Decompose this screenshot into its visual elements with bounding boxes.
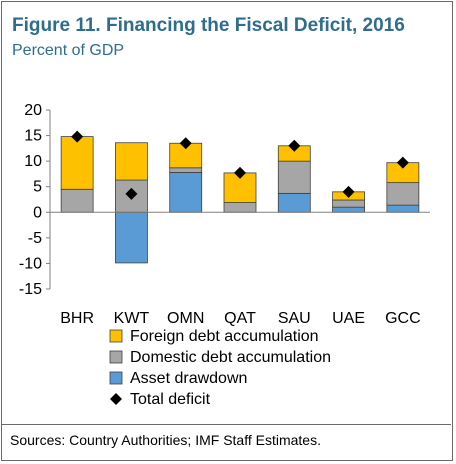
x-tick-label: QAT — [224, 310, 256, 327]
bar-asset-kwt — [115, 211, 148, 264]
y-tick-label: -5 — [28, 230, 42, 247]
total-deficit-marker-uae — [342, 185, 355, 198]
legend-label-foreign: Foreign debt accumulation — [130, 328, 319, 345]
bar-domestic-gcc — [386, 182, 420, 206]
total-deficit-marker-kwt — [125, 187, 138, 200]
legend-label-domestic: Domestic debt accumulation — [130, 349, 331, 366]
x-tick-label: UAE — [332, 310, 365, 327]
total-deficit-marker-gcc — [396, 156, 409, 169]
legend-swatch-foreign — [109, 329, 123, 343]
chart-subtitle: Percent of GDP — [12, 42, 125, 59]
bar-domestic-sau — [277, 160, 311, 194]
bar-foreign-bhr — [60, 136, 94, 190]
bar-asset-uae — [332, 206, 365, 213]
total-deficit-marker-qat — [234, 166, 246, 179]
legend: Foreign debt accumulation Domestic debt a… — [109, 328, 331, 408]
bar-asset-gcc — [386, 204, 420, 213]
source-note: Sources: Country Authorities; IMF Staff … — [10, 432, 321, 448]
bars-layer — [60, 136, 420, 264]
bar-domestic-qat — [223, 202, 257, 213]
bar-foreign-kwt — [115, 142, 148, 181]
y-tick-label: 10 — [24, 153, 42, 170]
bar-domestic-bhr — [60, 188, 94, 213]
y-tick-label: 15 — [24, 128, 42, 145]
y-tick-label: 20 — [24, 102, 42, 119]
axes-layer — [46, 109, 430, 290]
total-deficit-marker-sau — [288, 139, 301, 152]
legend-label-asset: Asset drawdown — [130, 370, 247, 387]
bar-domestic-uae — [332, 199, 365, 208]
legend-swatch-total — [110, 393, 122, 405]
x-tick-label: SAU — [278, 310, 311, 327]
y-tick-label: -15 — [19, 281, 42, 298]
total-deficit-marker-omn — [179, 137, 192, 150]
bar-asset-sau — [277, 192, 311, 213]
bar-domestic-omn — [169, 167, 203, 173]
markers-layer — [71, 130, 409, 200]
x-tick-label: BHR — [60, 310, 94, 327]
chart-title: Figure 11. Financing the Fiscal Deficit,… — [12, 15, 405, 36]
y-tick-label: 5 — [33, 179, 42, 196]
x-tick-label: OMN — [167, 310, 204, 327]
total-deficit-marker-bhr — [71, 130, 84, 143]
legend-swatch-domestic — [109, 350, 123, 364]
legend-swatch-asset — [109, 371, 123, 385]
x-tick-label: GCC — [385, 310, 421, 327]
y-tick-label: -10 — [19, 255, 42, 272]
x-tick-label: KWT — [114, 310, 150, 327]
legend-label-total: Total deficit — [130, 391, 211, 408]
ticks-layer: 20 15 10 5 0 -5 -10 -15 BHR KWT OMN QAT SAU UAE GCC — [19, 102, 421, 327]
y-tick-label: 0 — [33, 204, 42, 221]
bar-asset-omn — [169, 171, 203, 213]
source-divider — [1, 424, 451, 425]
